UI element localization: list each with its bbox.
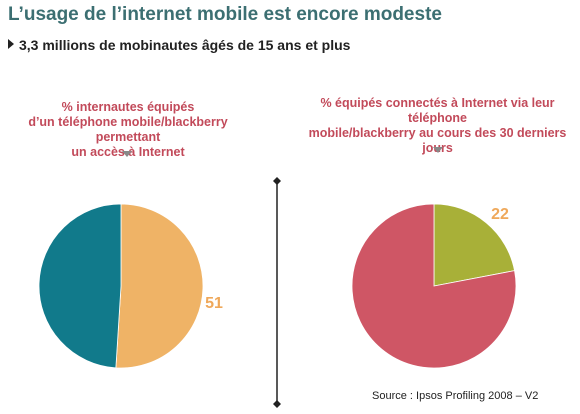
source-note: Source : Ipsos Profiling 2008 – V2 (372, 390, 539, 402)
caret-right-icon (8, 39, 14, 49)
divider-bottom-diamond (273, 400, 281, 408)
pie-2-slice-2 (351, 203, 517, 369)
subtitle-text: 3,3 millions de mobinautes âgés de 15 an… (19, 37, 351, 53)
pie-2-value-label: 22 (491, 206, 509, 223)
divider-top-diamond (273, 177, 281, 185)
pie-chart-1: 51 (38, 203, 223, 369)
down-triangle-icon (122, 151, 132, 157)
pie-chart-2: 22 (351, 203, 517, 369)
subtitle: 3,3 millions de mobinautes âgés de 15 an… (8, 37, 350, 53)
pie-1-slice-2 (38, 203, 122, 369)
pie-2-slice-1 (433, 203, 516, 287)
down-triangle-icon (433, 147, 443, 153)
pie-1-value-label: 51 (205, 295, 223, 312)
pie-1-slice-1 (115, 203, 204, 369)
chart-2-caption: % équipés connectés à Internet via leur … (308, 96, 567, 155)
page-title: L’usage de l’internet mobile est encore … (8, 4, 442, 25)
